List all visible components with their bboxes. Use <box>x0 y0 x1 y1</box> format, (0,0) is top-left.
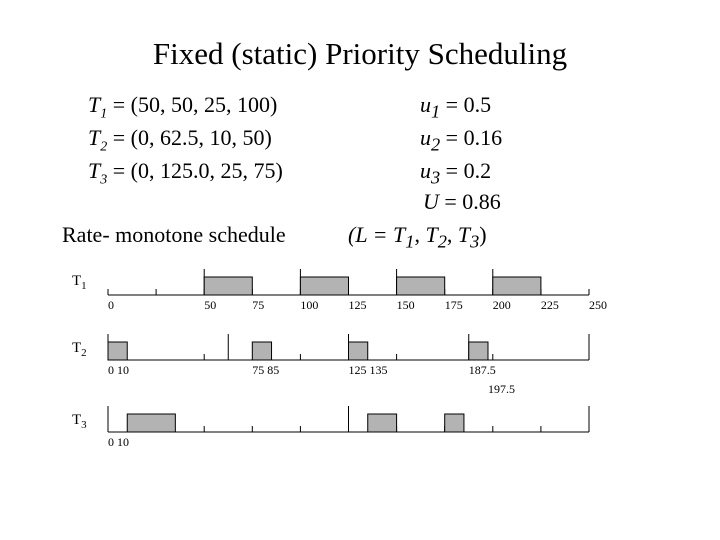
u-sub: 3 <box>431 167 441 188</box>
utilization-u3: u3 = 0.2 <box>420 158 491 188</box>
u-sub: 2 <box>431 134 441 155</box>
row-label-t1: T1 <box>72 273 87 292</box>
execution-bar <box>492 276 542 296</box>
page-title: Fixed (static) Priority Scheduling <box>152 36 568 71</box>
execution-bar <box>107 341 128 361</box>
tick-label: 0 10 <box>108 435 129 449</box>
tick-label: 75 <box>252 298 264 312</box>
row-label-t2: T2 <box>72 340 87 359</box>
priority-order: (L = T1, T2, T3) <box>348 222 487 252</box>
task-sub: 1 <box>100 106 108 122</box>
task-sub: 3 <box>100 172 108 188</box>
execution-bar <box>367 413 398 433</box>
task-params: = (0, 62.5, 10, 50) <box>107 125 272 150</box>
tick-label: 150 <box>397 298 415 312</box>
execution-bar <box>299 276 349 296</box>
task-t1-definition: T1 = (50, 50, 25, 100) <box>88 92 277 122</box>
u-name: u <box>420 158 431 183</box>
total-u-value: = 0.86 <box>438 189 501 214</box>
tick-label: 50 <box>204 298 216 312</box>
u-value: = 0.2 <box>440 158 492 183</box>
tick-label: 125 135 <box>349 363 388 377</box>
tick-label: 200 <box>493 298 511 312</box>
tick-label: 125 <box>349 298 367 312</box>
utilization-u1: u1 = 0.5 <box>420 92 491 122</box>
row-label-t3: T3 <box>72 412 87 431</box>
tick-label: 0 <box>108 298 114 312</box>
tick-label: 100 <box>300 298 318 312</box>
task-sub: 2 <box>100 139 108 155</box>
task-params: = (50, 50, 25, 100) <box>107 92 278 117</box>
execution-bar <box>251 341 273 361</box>
schedule-label: Rate- monotone schedule <box>62 222 286 247</box>
utilization-u2: u2 = 0.16 <box>420 125 502 155</box>
u-name: u <box>420 92 431 117</box>
execution-bar <box>468 341 489 361</box>
execution-bar <box>396 276 446 296</box>
tick-label: 75 85 <box>252 363 279 377</box>
execution-bar <box>444 413 465 433</box>
priority-prefix: (L = <box>348 222 394 247</box>
task-t3-definition: T3 = (0, 125.0, 25, 75) <box>88 158 283 188</box>
task-name: T <box>88 158 101 183</box>
task-name: T <box>88 125 101 150</box>
tick-label: 250 <box>589 298 607 312</box>
execution-bar <box>126 413 176 433</box>
tick-label: 175 <box>445 298 463 312</box>
task-name: T <box>88 92 101 117</box>
execution-bar <box>348 341 369 361</box>
u-sub: 1 <box>431 101 441 122</box>
tick-label: 0 10 <box>108 363 129 377</box>
task-params: = (0, 125.0, 25, 75) <box>107 158 283 183</box>
tick-label: 187.5 <box>469 363 496 377</box>
total-utilization: U = 0.86 <box>423 189 501 215</box>
tick-label: 197.5 <box>488 382 515 396</box>
u-value: = 0.16 <box>440 125 503 150</box>
task-t2-definition: T2 = (0, 62.5, 10, 50) <box>88 125 272 155</box>
tick-label: 225 <box>541 298 559 312</box>
total-u-name: U <box>423 189 439 214</box>
u-value: = 0.5 <box>440 92 492 117</box>
execution-bar <box>203 276 253 296</box>
u-name: u <box>420 125 431 150</box>
priority-suffix: ) <box>479 222 487 247</box>
